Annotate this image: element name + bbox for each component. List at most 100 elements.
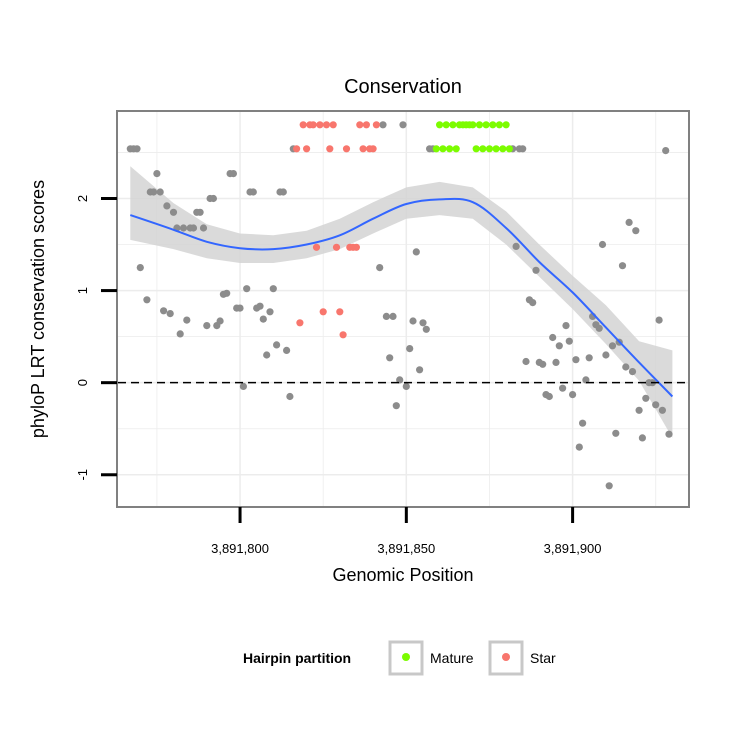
legend-title: Hairpin partition (243, 650, 351, 666)
point-other (243, 285, 251, 293)
point-other (409, 317, 417, 325)
point-other (618, 262, 627, 270)
point-mature (505, 145, 513, 153)
point-other (133, 145, 141, 153)
point-other (529, 299, 537, 307)
smooth-line (129, 197, 674, 398)
point-other (249, 188, 257, 196)
point-other (422, 325, 430, 333)
point-mature (492, 145, 500, 153)
point-other (239, 382, 247, 390)
point-other (223, 289, 231, 297)
point-other (419, 319, 427, 327)
point-star (329, 121, 337, 129)
legend-label-star: Star (530, 650, 556, 666)
point-star (326, 145, 334, 153)
y-tick-label: -1 (75, 469, 90, 481)
point-other (582, 376, 590, 384)
point-mature (439, 145, 447, 153)
point-other (598, 240, 607, 249)
point-star (369, 145, 377, 153)
point-other (163, 202, 171, 210)
point-mature (479, 145, 487, 153)
point-other (153, 170, 161, 178)
point-star (352, 243, 360, 251)
point-other (396, 376, 404, 384)
point-other (203, 322, 211, 330)
point-star (322, 121, 331, 129)
point-mature (446, 145, 454, 153)
point-other (579, 419, 587, 427)
point-other (406, 345, 414, 353)
point-star (296, 319, 304, 327)
point-other (569, 391, 577, 399)
point-other (519, 145, 527, 153)
smooth-line-layer (129, 197, 674, 398)
point-other (169, 208, 178, 216)
point-other (143, 296, 151, 304)
point-other (379, 121, 387, 129)
point-star (293, 145, 301, 153)
legend-label-mature: Mature (430, 650, 474, 666)
point-other (625, 218, 633, 226)
point-mature (469, 121, 477, 129)
point-other (416, 366, 424, 374)
point-star (319, 308, 327, 316)
point-other (608, 342, 617, 350)
point-other (612, 429, 620, 437)
point-star (339, 331, 347, 339)
point-star (316, 121, 324, 129)
point-other (559, 384, 567, 392)
point-other (562, 322, 570, 330)
point-other (642, 394, 650, 402)
y-tick-label: 2 (75, 195, 90, 202)
point-other (638, 434, 647, 442)
point-mature (449, 121, 457, 129)
point-other (150, 188, 158, 196)
legend: Hairpin partition Mature Star (243, 640, 556, 676)
point-other (622, 363, 630, 371)
point-other (652, 401, 660, 409)
point-mature (475, 121, 484, 129)
point-other (196, 208, 204, 216)
point-star (356, 121, 364, 129)
point-other (628, 368, 637, 376)
point-other (199, 224, 208, 232)
point-star (303, 145, 311, 153)
y-axis-label: phyloP LRT conservation scores (28, 180, 48, 438)
point-other (512, 242, 520, 250)
x-tick-label: 3,891,900 (544, 541, 602, 556)
point-other (532, 266, 540, 274)
axes-layer: 3,891,800 3,891,850 3,891,900 -1 0 1 2 (75, 195, 602, 556)
point-other (256, 302, 264, 310)
point-other (156, 188, 164, 196)
point-other (382, 312, 390, 320)
point-mature (472, 145, 480, 153)
point-mature (495, 121, 503, 129)
point-mature (432, 145, 440, 153)
point-other (632, 227, 640, 235)
point-other (549, 333, 557, 342)
point-other (283, 346, 291, 354)
point-other (386, 354, 394, 362)
point-other (605, 482, 613, 490)
point-other (662, 147, 670, 155)
point-other (392, 402, 400, 410)
point-other (522, 357, 530, 366)
chart-title: Conservation (344, 76, 462, 98)
point-other (402, 382, 410, 390)
point-other (655, 316, 663, 324)
point-mature (452, 145, 460, 153)
point-other (266, 308, 274, 316)
y-tick-label: 0 (75, 379, 90, 386)
point-other (279, 188, 287, 196)
point-mature (502, 121, 510, 129)
point-other (176, 330, 184, 338)
point-mature (442, 121, 450, 129)
point-other (236, 304, 244, 312)
point-star (359, 145, 367, 153)
point-other (565, 337, 573, 345)
point-mature (499, 145, 507, 153)
legend-dot-mature (402, 653, 410, 661)
point-other (552, 358, 560, 366)
